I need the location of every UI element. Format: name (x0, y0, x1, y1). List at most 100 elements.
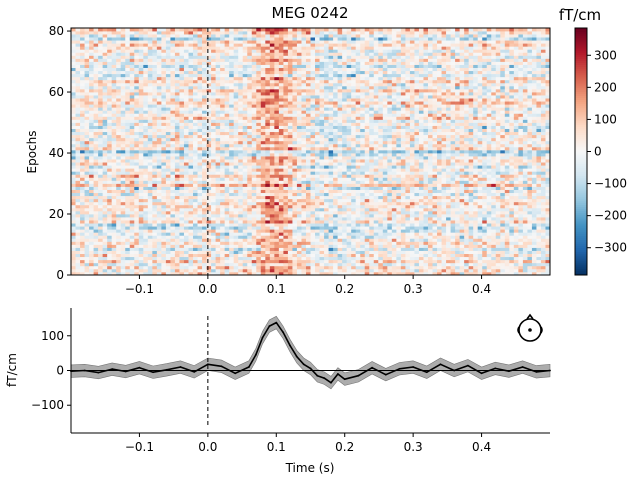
heatmap-cell (202, 244, 207, 248)
heatmap-cell (351, 159, 357, 163)
heatmap-cell (464, 186, 470, 190)
heatmap-cell (161, 265, 167, 270)
heatmap-cell (495, 189, 501, 194)
heatmap-cell (179, 229, 185, 233)
heatmap-cell (80, 189, 85, 194)
heatmap-cell (477, 189, 483, 194)
heatmap-cell (477, 171, 483, 175)
heatmap-cell (305, 256, 311, 261)
heatmap-cell (432, 223, 438, 227)
heatmap-cell (120, 241, 126, 245)
heatmap-cell (495, 171, 501, 175)
heatmap-cell (414, 183, 420, 187)
heatmap-cell (500, 168, 506, 172)
heatmap-cell (75, 177, 81, 181)
heatmap-cell (84, 189, 90, 194)
heatmap-cell (305, 198, 311, 203)
heatmap-cell (360, 220, 366, 224)
heatmap-cell (513, 271, 519, 276)
heatmap-cell (125, 220, 131, 224)
heatmap-cell (296, 143, 302, 148)
heatmap-cell (84, 192, 90, 197)
heatmap-cell (315, 174, 320, 178)
heatmap-cell (215, 174, 221, 178)
heatmap-cell (513, 134, 519, 139)
heatmap-cell (342, 250, 347, 254)
heatmap-cell (364, 253, 370, 258)
heatmap-cell (251, 171, 257, 175)
heatmap-cell (183, 235, 189, 239)
heatmap-cell (292, 214, 298, 218)
heatmap-cell (242, 201, 248, 206)
heatmap-cell (183, 192, 189, 197)
heatmap-cell (147, 229, 153, 233)
heatmap-cell (518, 183, 524, 187)
heatmap-cell (450, 165, 456, 169)
heatmap-cell (414, 271, 420, 276)
heatmap-cell (107, 253, 113, 258)
heatmap-cell (495, 131, 501, 136)
heatmap-cell (98, 195, 103, 200)
heatmap-cell (486, 210, 492, 215)
heatmap-cell (301, 186, 307, 190)
heatmap-cell (129, 174, 135, 178)
heatmap-cell (233, 247, 239, 251)
heatmap-cell (355, 214, 361, 218)
heatmap-cell (125, 156, 131, 160)
heatmap-cell (441, 165, 447, 169)
heatmap-cell (387, 165, 393, 169)
heatmap-cell (315, 149, 320, 154)
heatmap-cell (238, 259, 244, 264)
heatmap-cell (183, 165, 189, 169)
heatmap-cell (468, 177, 474, 181)
heatmap-cell (211, 265, 216, 270)
heatmap-cell (107, 256, 113, 261)
heatmap-cell (455, 238, 460, 242)
heatmap-cell (468, 192, 474, 197)
heatmap-cell (437, 180, 442, 184)
heatmap-cell (446, 265, 451, 270)
heatmap-cell (405, 159, 411, 163)
heatmap-cell (545, 244, 551, 248)
heatmap-cell (315, 226, 320, 230)
heatmap-cell (111, 250, 117, 254)
heatmap-cell (251, 134, 257, 139)
heatmap-cell (215, 143, 221, 148)
heatmap-cell (315, 250, 320, 254)
heatmap-cell (98, 140, 103, 145)
heatmap-cell (193, 162, 198, 166)
heatmap-cell (491, 159, 497, 163)
heatmap-cell (75, 137, 81, 142)
heatmap-cell (536, 195, 542, 200)
heatmap-cell (256, 253, 262, 258)
heatmap-cell (256, 159, 262, 163)
heatmap-cell (391, 259, 397, 264)
heatmap-cell (446, 192, 451, 197)
heatmap-cell (405, 192, 411, 197)
heatmap-cell (378, 210, 384, 215)
heatmap-cell (93, 235, 99, 239)
heatmap-cell (301, 253, 307, 258)
heatmap-cell (414, 137, 420, 142)
heatmap-cell (193, 262, 198, 267)
heatmap-cell (387, 195, 393, 200)
heatmap-cell (202, 220, 207, 224)
heatmap-cell (455, 262, 460, 267)
heatmap-cell (75, 220, 81, 224)
heatmap-cell (283, 140, 289, 145)
heatmap-cell (125, 214, 131, 218)
heatmap-cell (405, 259, 411, 264)
heatmap-cell (188, 259, 194, 264)
heatmap-cell (342, 226, 347, 230)
heatmap-cell (107, 247, 113, 251)
heatmap-cell (129, 146, 135, 151)
heatmap-cell (446, 232, 451, 236)
heatmap-cell (215, 140, 221, 145)
heatmap-cell (500, 137, 506, 142)
heatmap-cell (202, 241, 207, 245)
heatmap-cell (364, 149, 370, 154)
heatmap-cell (296, 217, 302, 221)
heatmap-cell (509, 220, 515, 224)
heatmap-cell (324, 171, 329, 175)
heatmap-cell (364, 201, 370, 206)
